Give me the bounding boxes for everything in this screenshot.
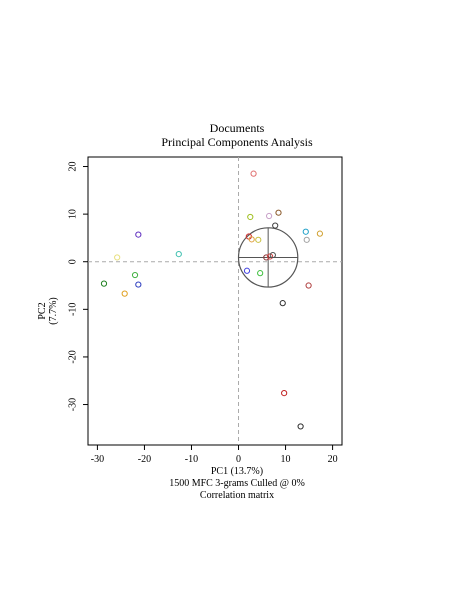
data-point <box>247 213 254 221</box>
x-tick-label: -10 <box>185 454 198 465</box>
data-point <box>272 222 279 229</box>
data-point <box>243 267 251 274</box>
data-point <box>269 251 276 259</box>
data-point <box>281 390 288 397</box>
x-tick-label: -30 <box>91 454 104 465</box>
y-axis-label: PC2 (7.7%) <box>37 297 59 325</box>
data-point <box>135 281 142 288</box>
data-point <box>114 254 121 261</box>
x-tick-label: -20 <box>138 454 151 465</box>
data-point <box>255 236 262 243</box>
data-point <box>279 300 286 307</box>
data-point <box>297 423 304 430</box>
data-point <box>257 270 264 277</box>
caption-matrix: Correlation matrix <box>199 490 275 501</box>
x-tick-label: 0 <box>236 454 241 465</box>
data-point <box>121 290 128 297</box>
x-axis-label: PC1 (13.7%) <box>210 466 264 477</box>
data-point <box>248 236 255 243</box>
chart-title: Documents <box>209 121 265 135</box>
chart-subtitle: Principal Components Analysis <box>161 135 313 149</box>
data-point <box>316 230 323 237</box>
data-point <box>275 209 282 216</box>
caption-settings: 1500 MFC 3-grams Culled @ 0% <box>169 478 305 489</box>
y-tick-label: -20 <box>67 350 78 363</box>
data-point <box>305 282 312 289</box>
data-point <box>175 251 182 258</box>
y-tick-label: -10 <box>67 303 78 316</box>
data-point <box>265 212 273 220</box>
y-tick-label: 20 <box>67 162 78 172</box>
x-tick-label: 10 <box>281 454 291 465</box>
data-point <box>302 228 309 235</box>
data-point <box>100 280 108 287</box>
data-point <box>135 231 142 238</box>
plot-frame <box>87 156 343 446</box>
data-point <box>131 271 139 279</box>
x-tick-label: 20 <box>328 454 338 465</box>
data-point <box>303 236 310 243</box>
y-tick-label: 10 <box>67 209 78 219</box>
data-point <box>250 170 257 177</box>
y-tick-label: -30 <box>67 398 78 411</box>
y-tick-label: 0 <box>67 259 78 264</box>
data-point <box>263 254 270 261</box>
